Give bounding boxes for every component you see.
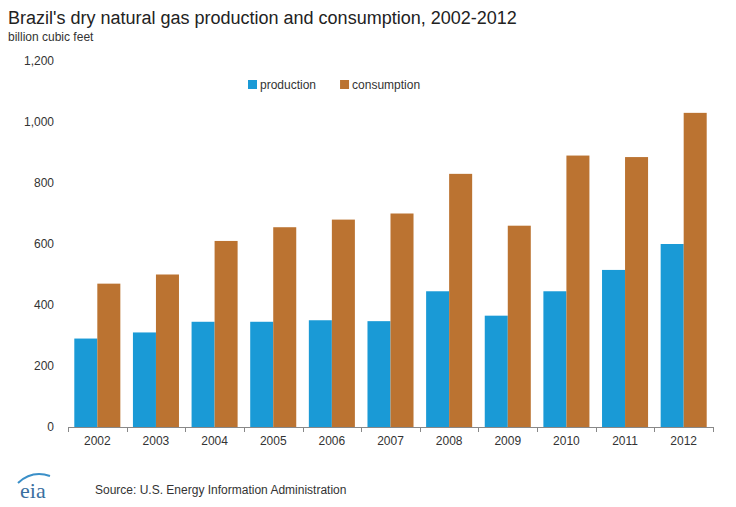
bar <box>543 291 566 427</box>
x-tick-label: 2006 <box>319 434 346 448</box>
bar <box>273 227 296 427</box>
title: Brazil's dry natural gas production and … <box>8 8 517 28</box>
bar <box>485 316 508 427</box>
bar <box>156 275 179 428</box>
bar <box>566 156 589 427</box>
x-tick-label: 2012 <box>670 434 697 448</box>
bar <box>97 284 120 427</box>
legend-label: consumption <box>352 78 420 92</box>
y-tick-label: 1,200 <box>24 54 54 68</box>
x-axis <box>68 427 713 428</box>
legend-label: production <box>260 78 316 92</box>
x-tick <box>596 427 597 432</box>
bar <box>449 174 472 427</box>
bar <box>661 244 684 427</box>
x-tick-label: 2004 <box>201 434 228 448</box>
x-tick-label: 2005 <box>260 434 287 448</box>
logo: eia <box>20 478 46 503</box>
y-tick-label: 400 <box>34 298 54 312</box>
source: Source: U.S. Energy Information Administ… <box>95 483 346 497</box>
bar <box>426 291 449 427</box>
bar <box>192 322 215 427</box>
legend-swatch <box>248 80 257 89</box>
x-tick-label: 2002 <box>84 434 111 448</box>
y-tick-label: 1,000 <box>24 115 54 129</box>
x-tick <box>654 427 655 432</box>
x-tick-label: 2007 <box>377 434 404 448</box>
bar <box>250 322 273 427</box>
x-tick <box>244 427 245 432</box>
bar <box>602 270 625 427</box>
x-tick <box>478 427 479 432</box>
x-tick-label: 2011 <box>612 434 638 448</box>
bar <box>133 332 156 427</box>
x-tick-label: 2008 <box>436 434 463 448</box>
bar <box>367 321 390 427</box>
x-tick <box>713 427 714 432</box>
bar <box>332 220 355 427</box>
bar <box>74 339 97 427</box>
bar <box>625 157 648 427</box>
bar <box>684 113 707 427</box>
x-tick <box>185 427 186 432</box>
x-tick <box>361 427 362 432</box>
chart: Brazil's dry natural gas production and … <box>0 0 736 507</box>
y-tick-label: 600 <box>34 237 54 251</box>
bar <box>391 214 414 428</box>
y-tick-label: 800 <box>34 176 54 190</box>
x-tick <box>420 427 421 432</box>
bar <box>508 226 531 427</box>
y-tick-label: 200 <box>34 359 54 373</box>
x-tick <box>127 427 128 432</box>
bars <box>74 113 706 427</box>
x-tick-label: 2009 <box>494 434 521 448</box>
legend-swatch <box>340 80 349 89</box>
subtitle: billion cubic feet <box>8 30 94 44</box>
y-tick-label: 0 <box>47 420 54 434</box>
x-tick <box>303 427 304 432</box>
bar <box>215 241 238 427</box>
x-tick <box>68 427 69 432</box>
x-tick-label: 2010 <box>553 434 580 448</box>
x-tick-label: 2003 <box>143 434 170 448</box>
x-tick <box>537 427 538 432</box>
bar <box>309 320 332 427</box>
